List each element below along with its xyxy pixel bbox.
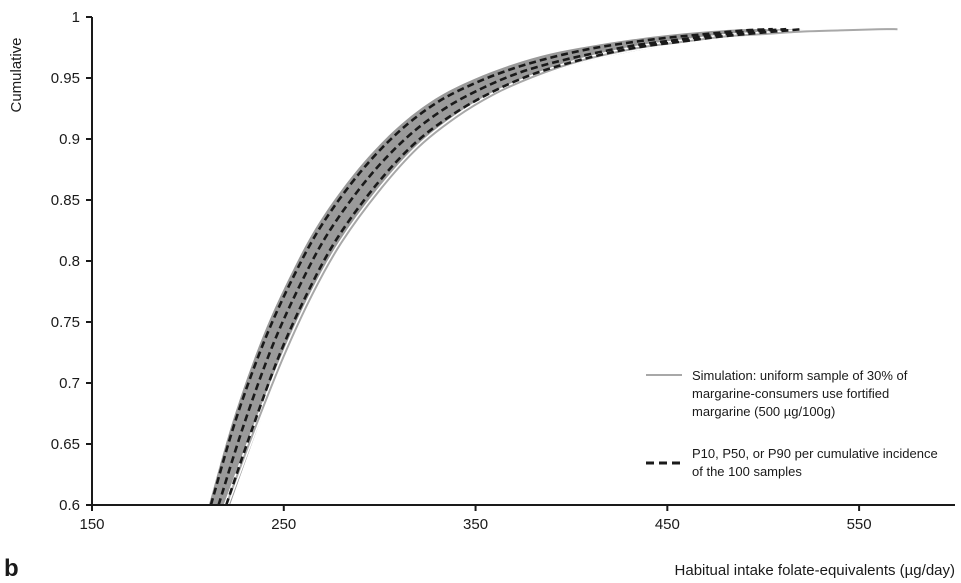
- legend-simulation-line-3: margarine (500 µg/100g): [692, 404, 835, 419]
- legend: Simulation: uniform sample of 30% of mar…: [646, 368, 938, 479]
- y-tick-label: 0.85: [51, 192, 80, 209]
- legend-percentile-line-2: of the 100 samples: [692, 464, 802, 479]
- y-tick-label: 0.65: [51, 436, 80, 453]
- percentile-line-2: [217, 27, 787, 506]
- series-layer: [209, 26, 898, 506]
- percentile-line-3: [225, 27, 802, 506]
- x-tick-label: 550: [847, 516, 872, 533]
- y-tick-label: 0.95: [51, 70, 80, 87]
- x-tick-label: 350: [463, 516, 488, 533]
- axes-layer: [91, 17, 955, 506]
- y-axis-title: Cumulative: [8, 37, 25, 112]
- legend-simulation-line-1: Simulation: uniform sample of 30% of: [692, 368, 908, 383]
- legend-simulation-line-2: margarine-consumers use fortified: [692, 386, 889, 401]
- y-tick-label: 1: [72, 9, 80, 26]
- percentile-line-1: [209, 27, 773, 506]
- y-tick-label: 0.7: [59, 375, 80, 392]
- legend-percentile-line-1: P10, P50, or P90 per cumulative incidenc…: [692, 446, 938, 461]
- panel-label: b: [4, 555, 19, 582]
- y-tick-label: 0.75: [51, 314, 80, 331]
- y-tick-label: 0.9: [59, 131, 80, 148]
- x-tick-label: 450: [655, 516, 680, 533]
- x-tick-label: 250: [271, 516, 296, 533]
- ticks-layer: 0.6 0.65 0.7 0.75 0.8 0.85 0.9 0.95 1 150 250 350 45…: [51, 9, 872, 533]
- y-tick-label: 0.8: [59, 253, 80, 270]
- x-tick-label: 150: [79, 516, 104, 533]
- simulation-line: [225, 28, 898, 506]
- x-axis-title: Habitual intake folate-equivalents (µg/d…: [675, 562, 955, 579]
- y-tick-label: 0.6: [59, 497, 80, 514]
